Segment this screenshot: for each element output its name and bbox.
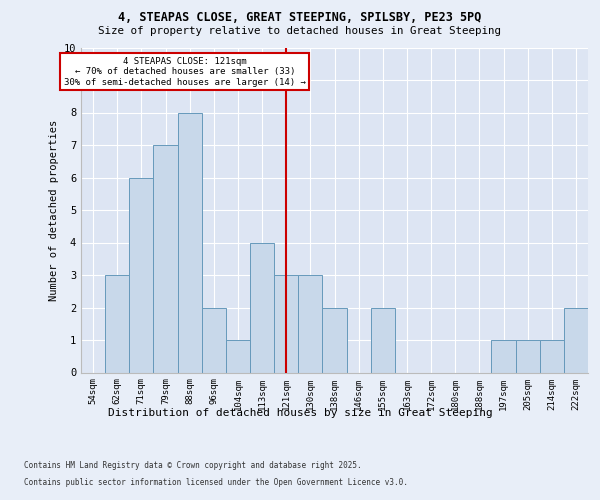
- Bar: [154, 145, 178, 372]
- Text: 4, STEAPAS CLOSE, GREAT STEEPING, SPILSBY, PE23 5PQ: 4, STEAPAS CLOSE, GREAT STEEPING, SPILSB…: [118, 11, 482, 24]
- Bar: [515, 340, 540, 372]
- Bar: [129, 178, 154, 372]
- Bar: [226, 340, 250, 372]
- Bar: [105, 275, 129, 372]
- Text: Distribution of detached houses by size in Great Steeping: Distribution of detached houses by size …: [107, 408, 493, 418]
- Bar: [540, 340, 564, 372]
- Text: Contains public sector information licensed under the Open Government Licence v3: Contains public sector information licen…: [24, 478, 408, 487]
- Bar: [298, 275, 322, 372]
- Bar: [564, 308, 588, 372]
- Bar: [322, 308, 347, 372]
- Text: Size of property relative to detached houses in Great Steeping: Size of property relative to detached ho…: [98, 26, 502, 36]
- Bar: [371, 308, 395, 372]
- Bar: [250, 242, 274, 372]
- Text: 4 STEAPAS CLOSE: 121sqm
← 70% of detached houses are smaller (33)
30% of semi-de: 4 STEAPAS CLOSE: 121sqm ← 70% of detache…: [64, 57, 306, 87]
- Text: Contains HM Land Registry data © Crown copyright and database right 2025.: Contains HM Land Registry data © Crown c…: [24, 460, 362, 469]
- Bar: [491, 340, 515, 372]
- Y-axis label: Number of detached properties: Number of detached properties: [49, 120, 59, 300]
- Bar: [178, 112, 202, 372]
- Bar: [202, 308, 226, 372]
- Bar: [274, 275, 298, 372]
